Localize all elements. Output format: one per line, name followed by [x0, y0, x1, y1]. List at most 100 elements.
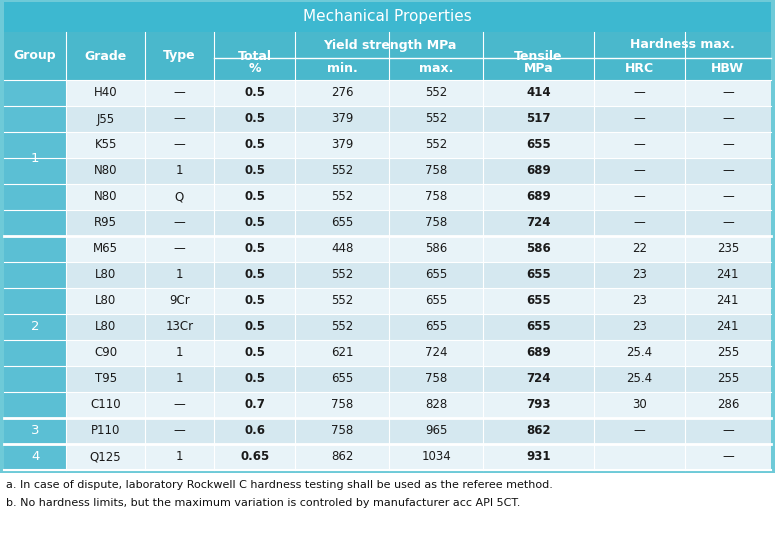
Text: Grade: Grade	[84, 50, 127, 63]
Text: 655: 655	[526, 320, 551, 334]
Bar	[67, 32, 145, 80]
Text: C110: C110	[91, 399, 121, 411]
Bar	[4, 184, 771, 210]
Text: 241: 241	[717, 320, 739, 334]
Text: 0.5: 0.5	[244, 347, 265, 359]
Text: 0.6: 0.6	[244, 424, 265, 438]
Text: —: —	[174, 216, 185, 230]
Text: 0.5: 0.5	[244, 139, 265, 151]
Text: 655: 655	[526, 268, 551, 282]
Text: 0.5: 0.5	[244, 191, 265, 203]
Bar	[4, 32, 67, 80]
Text: 552: 552	[425, 112, 447, 126]
Text: 724: 724	[425, 347, 448, 359]
Text: N80: N80	[94, 164, 117, 178]
Bar	[4, 288, 771, 314]
Text: 655: 655	[425, 268, 447, 282]
Text: —: —	[633, 191, 645, 203]
Text: 0.5: 0.5	[244, 372, 265, 386]
Text: —: —	[633, 112, 645, 126]
Text: Yield strength MPa: Yield strength MPa	[322, 39, 456, 51]
Text: —: —	[722, 451, 734, 463]
Text: 1: 1	[176, 268, 183, 282]
Bar	[4, 80, 771, 106]
Text: —: —	[174, 399, 185, 411]
Text: N80: N80	[94, 191, 117, 203]
Text: 0.5: 0.5	[244, 164, 265, 178]
Text: —: —	[174, 87, 185, 100]
Text: 586: 586	[425, 243, 447, 255]
Text: 828: 828	[425, 399, 447, 411]
Text: 23: 23	[632, 295, 646, 307]
Text: 23: 23	[632, 268, 646, 282]
Bar	[4, 444, 771, 470]
Text: 241: 241	[717, 268, 739, 282]
Bar	[4, 236, 771, 262]
Text: 0.5: 0.5	[244, 87, 265, 100]
Text: —: —	[633, 164, 645, 178]
Text: 0.5: 0.5	[244, 216, 265, 230]
Text: 862: 862	[331, 451, 353, 463]
Text: 965: 965	[425, 424, 448, 438]
Text: Total: Total	[238, 50, 272, 63]
Text: 235: 235	[717, 243, 739, 255]
Text: 793: 793	[526, 399, 551, 411]
Text: 724: 724	[526, 216, 551, 230]
Text: 22: 22	[632, 243, 646, 255]
Text: 241: 241	[717, 295, 739, 307]
Bar	[214, 32, 295, 80]
Text: R95: R95	[94, 216, 117, 230]
Text: HRC: HRC	[625, 63, 654, 75]
Text: —: —	[722, 191, 734, 203]
Bar	[4, 444, 67, 470]
Bar	[0, 473, 775, 559]
Bar	[389, 32, 484, 80]
Bar	[0, 0, 775, 473]
Text: 30: 30	[632, 399, 646, 411]
Text: 379: 379	[331, 139, 353, 151]
Bar	[4, 2, 771, 32]
Text: 0.5: 0.5	[244, 243, 265, 255]
Text: 655: 655	[425, 320, 447, 334]
Text: 1: 1	[176, 347, 183, 359]
Text: 655: 655	[332, 216, 353, 230]
Text: —: —	[722, 424, 734, 438]
Bar	[4, 262, 771, 288]
Text: —: —	[722, 164, 734, 178]
Bar	[4, 236, 67, 418]
Text: 689: 689	[526, 347, 551, 359]
Text: —: —	[722, 139, 734, 151]
Text: Mechanical Properties: Mechanical Properties	[303, 10, 472, 25]
Text: 931: 931	[526, 451, 551, 463]
Text: max.: max.	[419, 63, 453, 75]
Text: 758: 758	[425, 216, 447, 230]
Text: 552: 552	[425, 87, 447, 100]
Text: Hardness max.: Hardness max.	[630, 39, 735, 51]
Text: —: —	[174, 424, 185, 438]
Bar	[4, 392, 771, 418]
Text: Q125: Q125	[90, 451, 122, 463]
Text: —: —	[633, 87, 645, 100]
Text: 758: 758	[425, 191, 447, 203]
Text: L80: L80	[95, 295, 116, 307]
Text: H40: H40	[94, 87, 118, 100]
Bar	[145, 32, 214, 80]
Text: —: —	[722, 112, 734, 126]
Bar	[4, 314, 771, 340]
Text: 13Cr: 13Cr	[165, 320, 194, 334]
Text: 621: 621	[331, 347, 353, 359]
Text: 689: 689	[526, 191, 551, 203]
Text: M65: M65	[93, 243, 118, 255]
Text: —: —	[722, 216, 734, 230]
Text: a. In case of dispute, laboratory Rockwell C hardness testing shall be used as t: a. In case of dispute, laboratory Rockwe…	[6, 480, 553, 490]
Text: 1: 1	[176, 372, 183, 386]
Bar	[4, 340, 771, 366]
Text: 414: 414	[526, 87, 551, 100]
Text: 552: 552	[332, 268, 353, 282]
Text: —: —	[633, 424, 645, 438]
Text: 2: 2	[31, 320, 40, 334]
Text: 1: 1	[31, 151, 40, 164]
Text: 0.5: 0.5	[244, 268, 265, 282]
Text: 552: 552	[425, 139, 447, 151]
Text: 25.4: 25.4	[626, 372, 653, 386]
